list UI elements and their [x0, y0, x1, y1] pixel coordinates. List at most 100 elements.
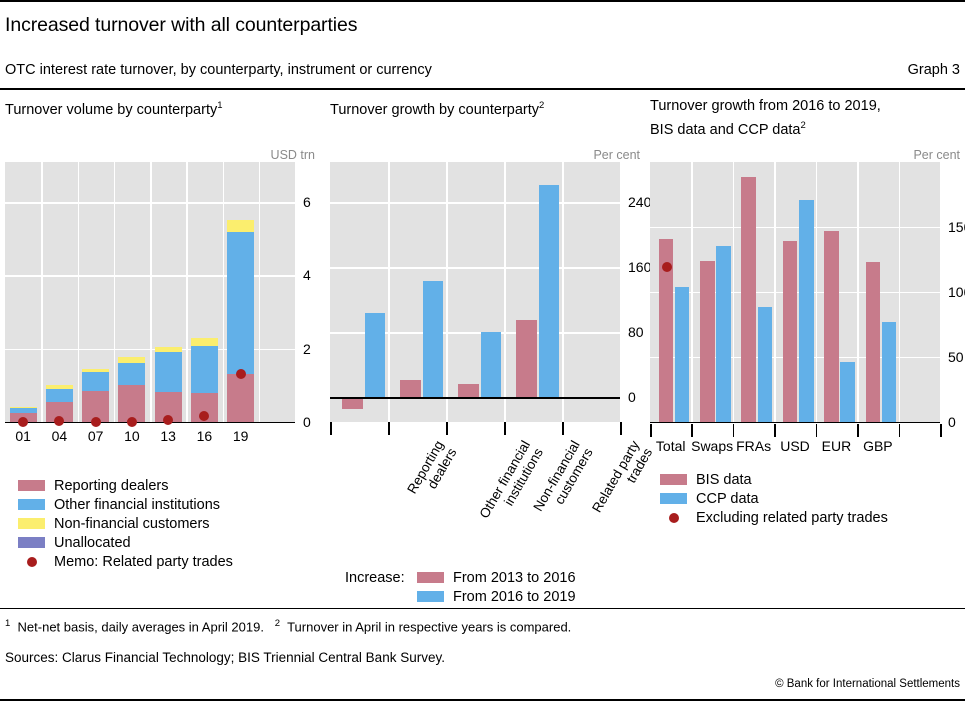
memo-dot: [126, 416, 137, 427]
bar-segment: [154, 347, 182, 353]
panel-turnover-growth-counterparty: Turnover growth by counterparty2 Per cen…: [325, 96, 655, 532]
grid-line-vertical: [446, 161, 448, 422]
panel1-unit: USD trn: [270, 147, 315, 162]
y-axis-tick-label: 240: [628, 194, 652, 211]
sources-text: Sources: Clarus Financial Technology; BI…: [5, 650, 445, 665]
bar-segment: [154, 352, 182, 392]
bar-segment: [82, 390, 110, 422]
panel1-x-axis: 01 04 07 10 13 16 19: [5, 426, 295, 452]
grid-line-vertical: [222, 161, 225, 422]
legend-dot-icon: [668, 512, 679, 523]
grid-line-vertical: [77, 161, 80, 422]
x-axis-tick-label: FRAs: [736, 437, 772, 454]
x-axis-tick-label: 01: [15, 427, 31, 444]
panel3-title-line2: BIS data and CCP data: [650, 121, 801, 138]
y-axis-tick-label: 160: [628, 259, 652, 276]
y-axis-tick-label: 6: [303, 194, 311, 211]
page-title: Increased turnover with all counterparti…: [5, 14, 358, 36]
bar: [481, 332, 502, 398]
zero-axis-line: [650, 421, 940, 424]
legend-dot-marker: [18, 556, 45, 567]
memo-dot: [235, 369, 246, 380]
legend-label: From 2016 to 2019: [453, 588, 576, 605]
x-axis-tick: [898, 423, 901, 437]
panel-turnover-growth-bis-ccp: Turnover growth from 2016 to 2019, BIS d…: [645, 96, 965, 454]
bar: [423, 281, 444, 398]
header-rule: [0, 88, 965, 90]
panel2-legend: Increase: From 2013 to 2016 From 2016 to 2…: [345, 568, 576, 606]
legend-item: Excluding related party trades: [660, 508, 888, 527]
footnote-rule: [0, 608, 965, 610]
panel1-title-text: Turnover volume by counterparty: [5, 101, 218, 118]
stacked-bar: [118, 356, 146, 422]
bar-segment: [82, 372, 110, 391]
grid-line-horizontal: [330, 267, 620, 270]
memo-dot: [90, 416, 101, 427]
panel1-legend: Reporting dealers Other financial institu…: [18, 476, 233, 571]
x-axis-tick-label: 04: [51, 427, 68, 444]
panel2-title: Turnover growth by counterparty2: [325, 96, 645, 120]
bar-segment: [190, 338, 218, 346]
legend-color-swatch: [18, 537, 45, 548]
stacked-bar: [45, 385, 73, 422]
legend-prefix: Increase:: [345, 569, 405, 586]
legend-color-swatch: [417, 572, 444, 583]
stacked-bar: [190, 338, 218, 422]
bar: [458, 384, 479, 398]
bar-segment: [227, 220, 255, 232]
x-axis-tick: [504, 421, 506, 435]
legend-label: Excluding related party trades: [696, 509, 888, 526]
x-axis-tick: [691, 423, 694, 437]
x-axis-tick-label: USD: [780, 437, 810, 454]
footnote-1-marker: 1: [5, 618, 11, 629]
legend-dot-marker: [660, 512, 687, 523]
legend-label: From 2013 to 2016: [453, 569, 576, 586]
grid-line-vertical: [186, 161, 188, 422]
y-axis-tick-label: 50: [948, 348, 964, 365]
legend-color-swatch: [18, 480, 45, 491]
bar: [699, 260, 715, 422]
x-axis-tick-label: 16: [196, 427, 213, 444]
bar-segment: [118, 362, 146, 386]
bar-segment: [118, 356, 146, 363]
memo-dot: [54, 416, 65, 427]
x-axis-tick: [650, 423, 652, 437]
top-rule: [0, 0, 965, 2]
x-axis-tick-label: Reporting dealers: [404, 437, 460, 497]
panel1-plot-area: 0 2 4 6: [5, 161, 311, 429]
bar-segment: [227, 374, 255, 422]
legend-label: Other financial institutions: [54, 496, 221, 513]
bar: [674, 286, 690, 422]
grid-line-vertical: [388, 161, 390, 422]
bar: [539, 184, 560, 398]
x-axis-tick-label: Other financial institutions: [476, 437, 547, 521]
legend-color-swatch: [417, 591, 444, 602]
bar: [516, 320, 537, 398]
bar-segment: [9, 407, 37, 413]
memo-dot: [661, 262, 672, 273]
bar: [799, 199, 814, 422]
x-axis-tick: [330, 421, 332, 435]
bottom-rule: [0, 699, 965, 701]
legend-item: BIS data: [660, 470, 888, 489]
legend-item: Reporting dealers: [18, 476, 233, 495]
bar-segment: [82, 368, 110, 373]
bar: [716, 246, 731, 422]
y-axis-tick-label: 150: [948, 218, 965, 235]
bar-segment: [45, 401, 73, 422]
x-axis-tick-label: EUR: [821, 437, 852, 454]
x-axis-tick-label: 13: [160, 427, 176, 444]
panel2-title-footnote-marker: 2: [539, 100, 545, 111]
legend-item: Increase: From 2013 to 2016: [345, 568, 576, 587]
panel3-title: Turnover growth from 2016 to 2019, BIS d…: [645, 96, 965, 140]
bar: [865, 261, 881, 422]
legend-item: From 2016 to 2019: [345, 587, 576, 606]
memo-dot: [199, 410, 210, 421]
x-axis-tick: [562, 421, 564, 435]
footnote-2-text: Turnover in April in respective years is…: [287, 619, 572, 635]
panel2-plot-area: 0 80 160 240: [330, 161, 651, 422]
stacked-bar: [82, 368, 110, 422]
panel3-legend: BIS data CCP data Excluding related party …: [660, 470, 888, 527]
panel1-title: Turnover volume by counterparty1: [0, 96, 320, 120]
